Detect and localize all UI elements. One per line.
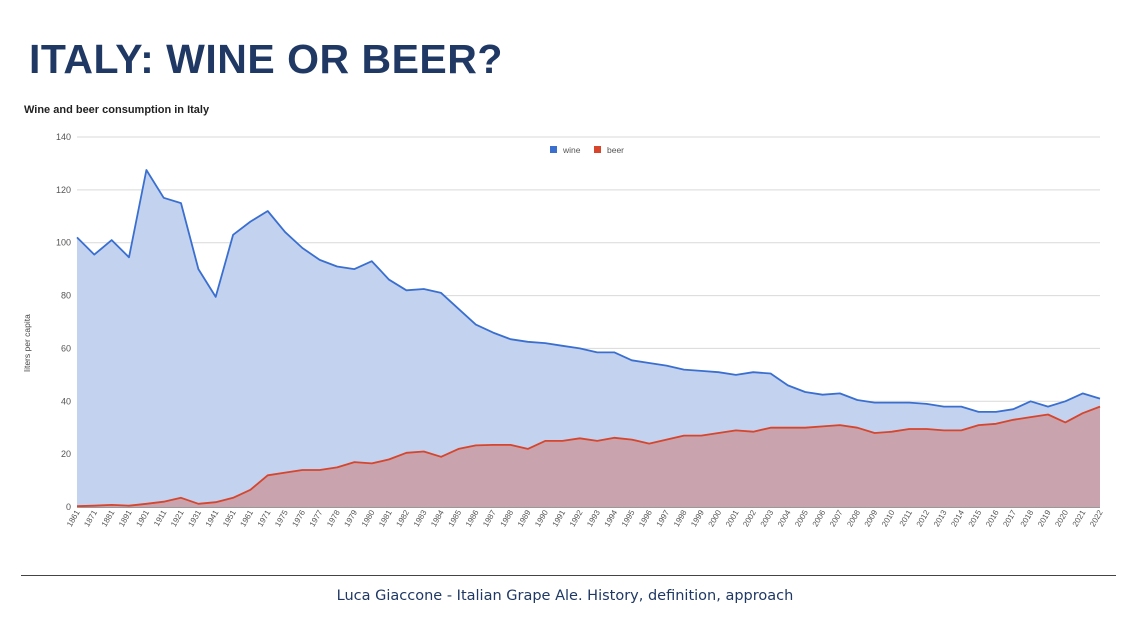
x-tick-label: 1988: [499, 508, 516, 528]
series-lines: [76, 169, 1101, 508]
x-tick-label: 1975: [273, 508, 290, 528]
y-axis-tick-labels: 0 20 40 60 80 100 120 140: [56, 132, 71, 512]
x-tick-label: 1979: [342, 508, 359, 528]
x-tick-label: 1995: [620, 508, 637, 528]
footer-divider: [21, 575, 1116, 576]
x-tick-label: 2020: [1053, 508, 1070, 528]
x-tick-label: 1997: [655, 508, 672, 528]
x-tick-label: 2012: [915, 508, 932, 528]
slide-title: ITALY: WINE OR BEER?: [29, 36, 503, 82]
legend-swatch-wine: [550, 146, 557, 153]
x-tick-label: 1951: [221, 508, 238, 528]
x-tick-label: 2008: [845, 508, 862, 528]
x-tick-label: 2015: [967, 508, 984, 528]
y-tick-label: 120: [56, 185, 71, 195]
x-tick-label: 1961: [238, 508, 255, 528]
x-tick-label: 2009: [863, 508, 880, 528]
legend-label-wine: wine: [562, 145, 581, 155]
chart-title: Wine and beer consumption in Italy: [24, 104, 210, 116]
x-tick-label: 2011: [898, 508, 915, 528]
x-tick-label: 1980: [360, 508, 377, 528]
footer-text: Luca Giaccone - Italian Grape Ale. Histo…: [336, 588, 794, 604]
x-tick-label: 1982: [394, 508, 411, 528]
x-tick-label: 2004: [776, 508, 793, 528]
x-tick-label: 2017: [1001, 508, 1018, 528]
legend-label-beer: beer: [607, 145, 624, 155]
x-tick-label: 1983: [412, 508, 429, 528]
series-areas: [77, 170, 1100, 507]
x-tick-label: 1985: [447, 508, 464, 528]
x-tick-label: 2016: [984, 508, 1001, 528]
y-tick-label: 40: [61, 396, 71, 406]
x-tick-label: 1978: [325, 508, 342, 528]
x-tick-label: 2000: [707, 508, 724, 528]
y-tick-label: 140: [56, 132, 71, 142]
x-tick-label: 2001: [724, 508, 741, 528]
beer-area: [77, 406, 1100, 507]
x-axis-tick-labels: 1861 1871 1881 1891 1901 1911 1921 1931 1941 1951…: [65, 508, 1105, 528]
x-tick-label: 1984: [429, 508, 446, 528]
wine-area: [77, 170, 1100, 507]
x-tick-label: 2006: [811, 508, 828, 528]
legend-swatch-beer: [594, 146, 601, 153]
x-tick-label: 1996: [637, 508, 654, 528]
x-tick-label: 1881: [100, 508, 117, 528]
x-tick-label: 1976: [290, 508, 307, 528]
x-tick-label: 2010: [880, 508, 897, 528]
x-tick-label: 1989: [516, 508, 533, 528]
x-tick-label: 1901: [134, 508, 151, 528]
x-tick-label: 1977: [308, 508, 325, 528]
x-tick-label: 2002: [741, 508, 758, 528]
wine-line: [76, 169, 1101, 413]
x-tick-label: 2022: [1088, 508, 1105, 528]
x-tick-label: 2021: [1071, 508, 1088, 528]
y-tick-label: 20: [61, 449, 71, 459]
x-tick-label: 1999: [689, 508, 706, 528]
x-tick-label: 2018: [1019, 508, 1036, 528]
x-tick-label: 1871: [82, 508, 99, 528]
y-axis-label: liters per capita: [22, 314, 32, 372]
x-tick-label: 2013: [932, 508, 949, 528]
area-chart: 0 20 40 60 80 100 120 140 1861 1871 1881 1891 1901 1…: [22, 132, 1105, 528]
x-tick-label: 1921: [169, 508, 186, 528]
x-tick-label: 1971: [256, 508, 273, 528]
y-tick-label: 60: [61, 343, 71, 353]
beer-line: [76, 405, 1101, 508]
legend: wine beer: [550, 145, 624, 155]
x-tick-label: 1994: [603, 508, 620, 528]
x-tick-label: 1998: [672, 508, 689, 528]
x-tick-label: 1891: [117, 508, 134, 528]
x-tick-label: 2007: [828, 508, 845, 528]
x-tick-label: 1931: [186, 508, 203, 528]
x-tick-label: 1981: [377, 508, 394, 528]
x-tick-label: 1990: [533, 508, 550, 528]
x-tick-label: 1993: [585, 508, 602, 528]
x-tick-label: 1941: [204, 508, 221, 528]
x-tick-label: 1987: [481, 508, 498, 528]
y-tick-label: 100: [56, 238, 71, 248]
x-tick-label: 2003: [759, 508, 776, 528]
x-tick-label: 2019: [1036, 508, 1053, 528]
y-tick-label: 0: [66, 502, 71, 512]
x-tick-label: 1986: [464, 508, 481, 528]
x-tick-label: 1991: [551, 508, 568, 528]
x-tick-label: 2005: [793, 508, 810, 528]
x-tick-label: 1911: [152, 508, 169, 528]
x-tick-label: 1992: [568, 508, 585, 528]
y-tick-label: 80: [61, 291, 71, 301]
x-tick-label: 2014: [949, 508, 966, 528]
